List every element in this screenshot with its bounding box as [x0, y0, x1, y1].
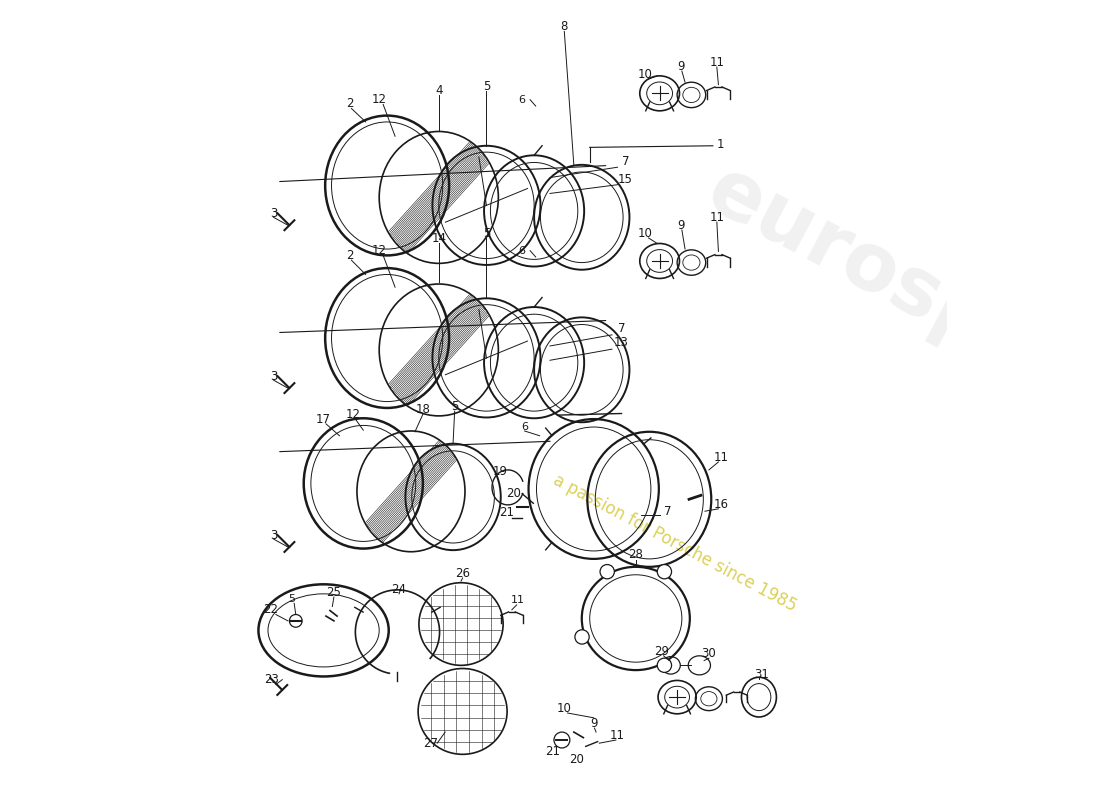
Text: 6: 6 — [518, 246, 525, 256]
Circle shape — [601, 565, 614, 579]
Text: 6: 6 — [518, 94, 525, 105]
Text: 3: 3 — [270, 529, 277, 542]
Text: 18: 18 — [416, 403, 430, 416]
Text: 31: 31 — [754, 667, 769, 681]
Text: 1: 1 — [717, 138, 725, 150]
Text: 22: 22 — [263, 603, 278, 616]
Text: 28: 28 — [628, 549, 643, 562]
Text: 10: 10 — [638, 226, 652, 240]
Text: 17: 17 — [316, 413, 331, 426]
Text: eurospares: eurospares — [693, 150, 1100, 458]
Circle shape — [575, 630, 590, 644]
Text: 12: 12 — [372, 93, 387, 106]
Circle shape — [658, 658, 671, 673]
Text: 15: 15 — [618, 173, 632, 186]
Text: 26: 26 — [455, 566, 470, 580]
Text: 5: 5 — [483, 226, 491, 240]
Text: 21: 21 — [544, 746, 560, 758]
Text: 23: 23 — [264, 673, 279, 686]
Text: 29: 29 — [653, 646, 669, 658]
Text: 10: 10 — [638, 68, 652, 81]
Text: 25: 25 — [327, 586, 341, 598]
Text: 5: 5 — [288, 594, 295, 604]
Text: 13: 13 — [614, 336, 629, 350]
Text: 7: 7 — [621, 155, 629, 168]
Text: 6: 6 — [521, 422, 528, 432]
Text: a passion for Porsche since 1985: a passion for Porsche since 1985 — [550, 471, 800, 615]
Text: 7: 7 — [663, 505, 671, 518]
Text: 11: 11 — [512, 595, 525, 605]
Text: 20: 20 — [569, 753, 584, 766]
Text: 24: 24 — [392, 582, 407, 595]
Text: 16: 16 — [713, 498, 728, 511]
Text: 14: 14 — [431, 232, 447, 246]
Text: 2: 2 — [346, 97, 353, 110]
Text: 11: 11 — [713, 450, 728, 464]
Text: 5: 5 — [451, 400, 459, 413]
Text: 12: 12 — [345, 408, 361, 421]
Text: 9: 9 — [678, 60, 685, 73]
Text: 9: 9 — [591, 717, 598, 730]
Text: 30: 30 — [702, 647, 716, 660]
Circle shape — [658, 565, 671, 579]
Text: 11: 11 — [710, 56, 724, 69]
Text: 27: 27 — [424, 737, 438, 750]
Text: 10: 10 — [557, 702, 572, 714]
Text: 3: 3 — [270, 207, 277, 220]
Text: 3: 3 — [270, 370, 277, 382]
Text: 11: 11 — [609, 729, 624, 742]
Text: 11: 11 — [710, 210, 724, 224]
Text: 20: 20 — [506, 487, 521, 500]
Text: 2: 2 — [346, 249, 353, 262]
Text: 21: 21 — [498, 506, 514, 519]
Text: 12: 12 — [372, 244, 387, 257]
Text: 9: 9 — [678, 218, 685, 232]
Text: 5: 5 — [483, 80, 491, 93]
Text: 19: 19 — [493, 465, 507, 478]
Text: 8: 8 — [561, 20, 568, 33]
Text: 4: 4 — [434, 84, 442, 97]
Text: 7: 7 — [618, 322, 625, 335]
